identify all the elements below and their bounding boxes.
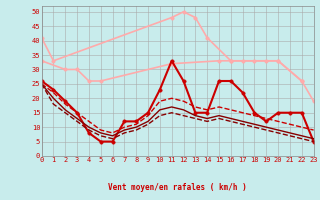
X-axis label: Vent moyen/en rafales ( km/h ): Vent moyen/en rafales ( km/h ) [108, 183, 247, 192]
